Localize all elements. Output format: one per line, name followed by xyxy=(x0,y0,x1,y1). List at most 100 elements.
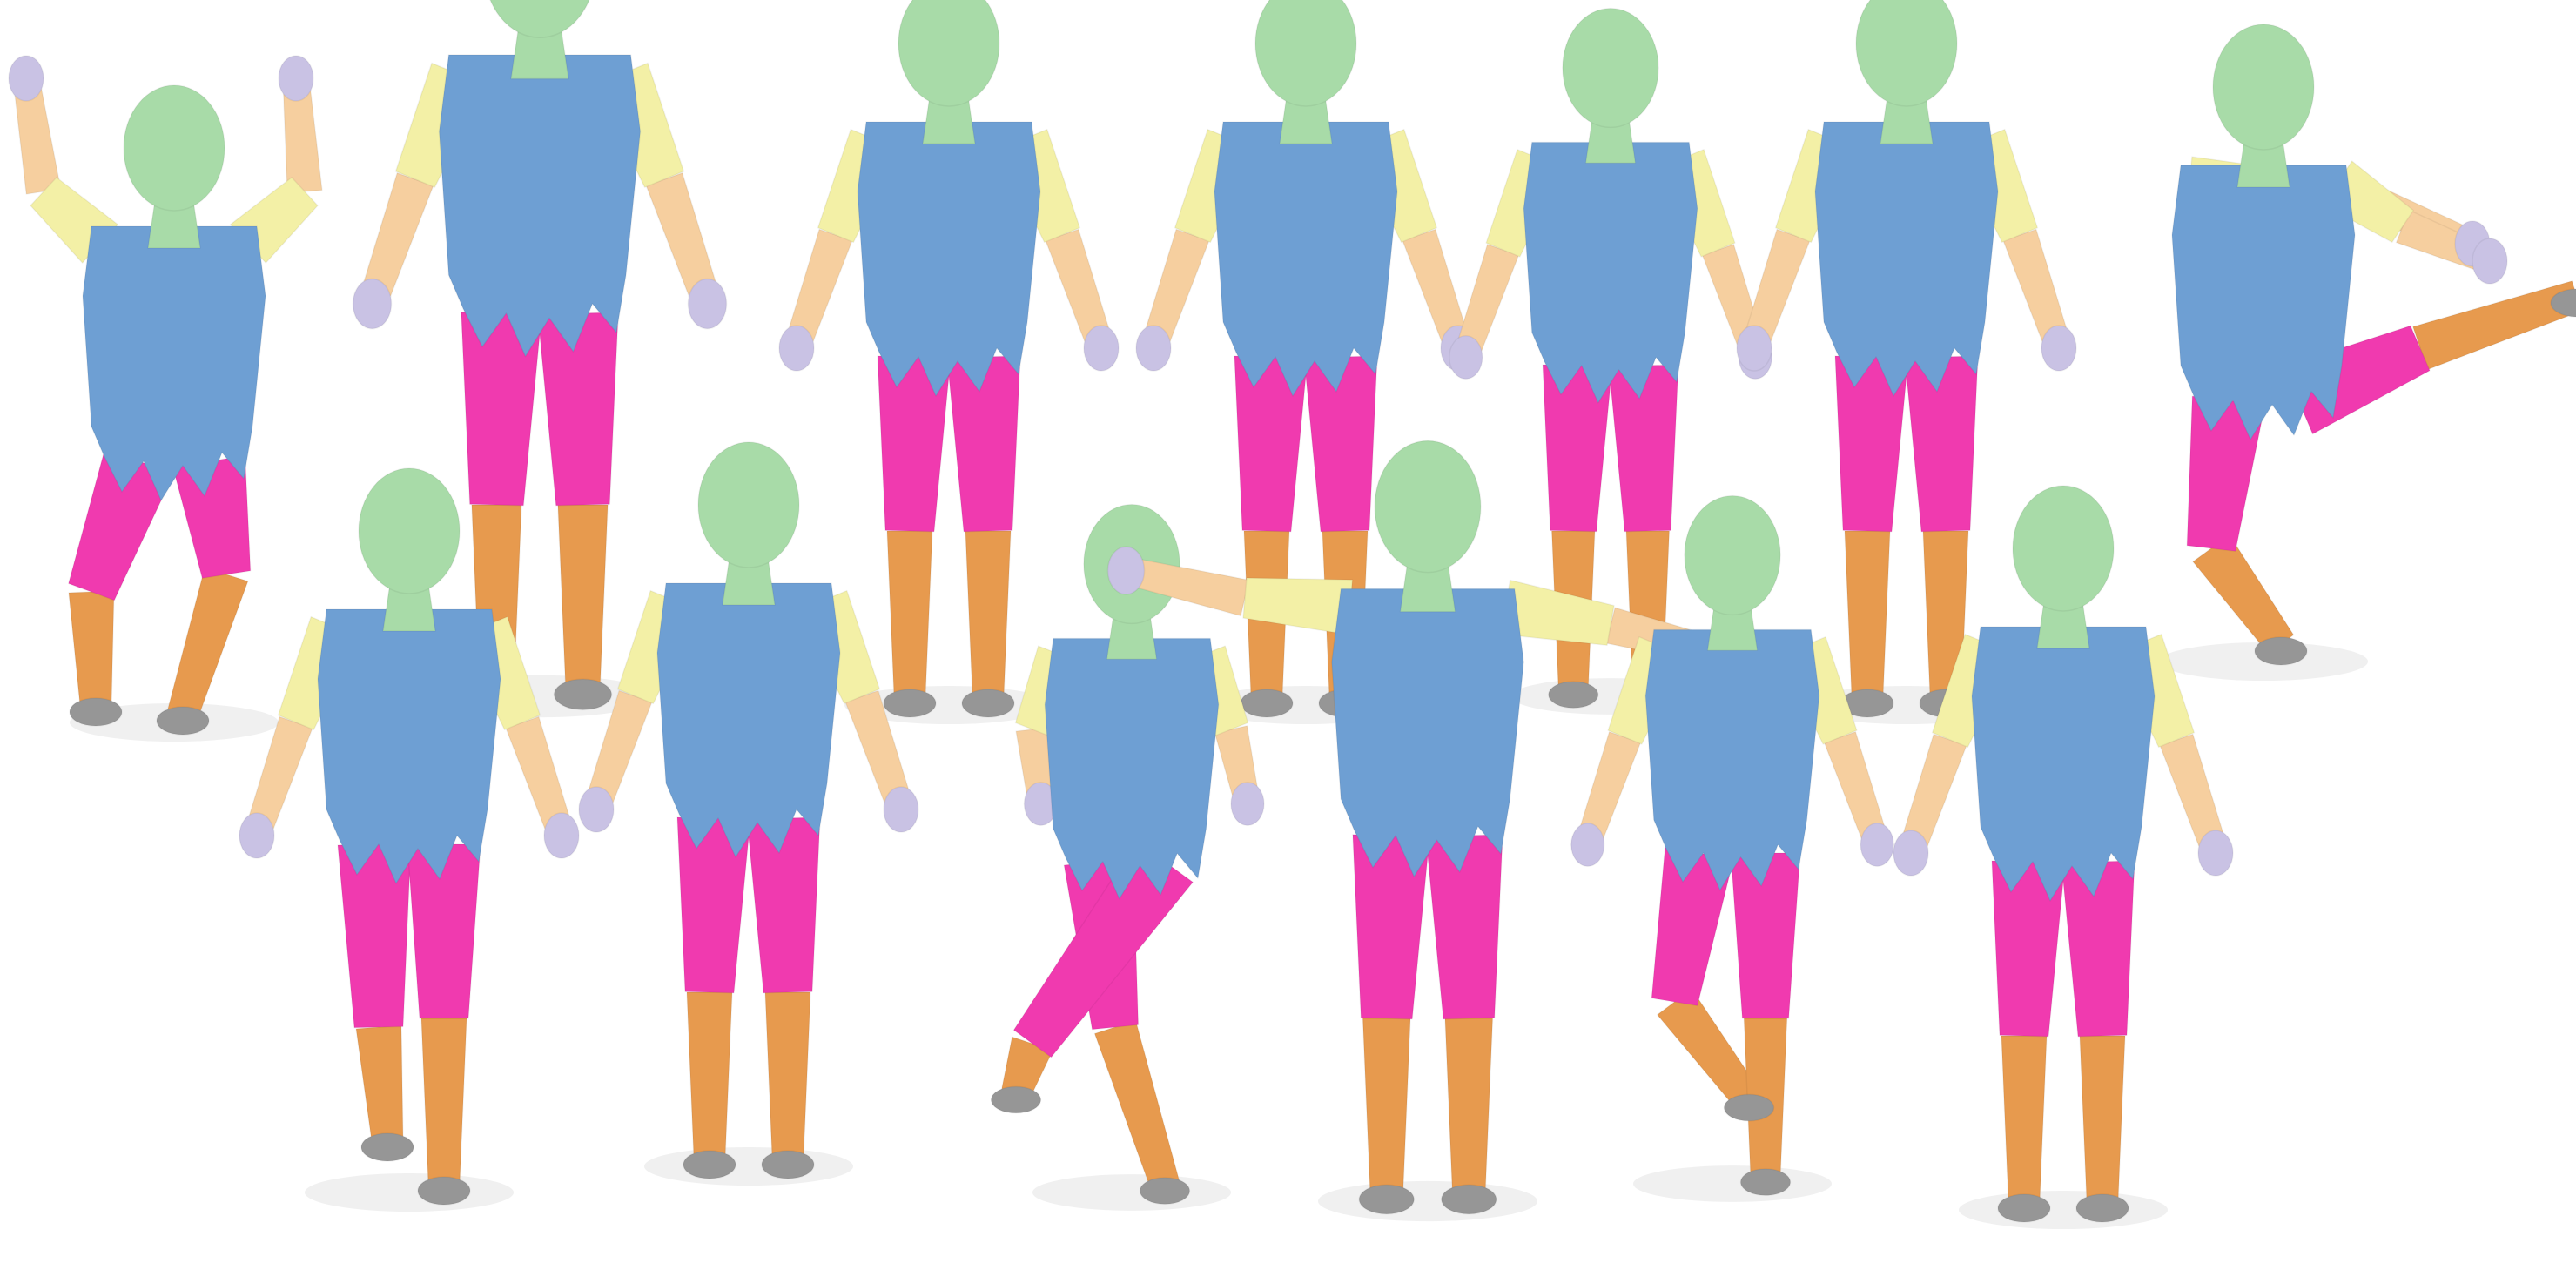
figure-back-row-2 xyxy=(352,0,728,718)
right-shin xyxy=(2412,280,2576,371)
right-thigh xyxy=(1012,840,1194,1058)
left-foot xyxy=(1548,681,1599,709)
left-foot xyxy=(360,1132,414,1162)
right-hand xyxy=(1230,782,1265,826)
ground-shadow xyxy=(1032,1174,1231,1211)
right-thigh xyxy=(407,843,481,1019)
right-hand xyxy=(2472,238,2508,285)
head xyxy=(1374,440,1482,574)
right-thigh xyxy=(2061,860,2135,1038)
head xyxy=(1562,7,1659,129)
left-hand xyxy=(1736,325,1772,372)
right-foot xyxy=(990,1085,1042,1114)
right-thigh xyxy=(172,454,252,580)
right-hand xyxy=(1860,823,1894,867)
right-shin xyxy=(420,1018,467,1185)
right-thigh xyxy=(1730,852,1801,1019)
right-thigh xyxy=(746,816,821,994)
right-thigh xyxy=(1904,355,1979,533)
left-shin xyxy=(886,530,933,697)
right-shin xyxy=(1444,1018,1494,1193)
left-foot xyxy=(1240,689,1294,718)
head xyxy=(1254,0,1357,107)
right-shin xyxy=(2079,1035,2126,1202)
head xyxy=(697,441,800,568)
torso xyxy=(82,225,266,501)
left-hand xyxy=(1893,830,1929,877)
left-foot xyxy=(1139,1177,1191,1206)
left-foot xyxy=(1358,1184,1416,1215)
left-shin xyxy=(2001,1035,2048,1202)
left-hand xyxy=(1570,823,1605,867)
right-thigh xyxy=(946,355,1021,533)
torso xyxy=(317,608,501,884)
right-foot xyxy=(156,706,210,736)
head xyxy=(358,467,461,594)
torso xyxy=(1214,121,1398,397)
head xyxy=(123,84,225,212)
left-foot xyxy=(883,689,937,718)
torso xyxy=(1523,141,1698,404)
figure-front-row-2 xyxy=(578,441,919,1186)
right-foot xyxy=(961,689,1015,718)
figure-front-row-1 xyxy=(239,467,580,1212)
left-hand xyxy=(1449,335,1483,380)
right-shin xyxy=(965,530,1012,697)
right-hand xyxy=(278,55,314,102)
right-shin xyxy=(557,504,609,688)
right-hand xyxy=(2197,830,2234,877)
torso xyxy=(1644,628,1820,891)
ground-shadow xyxy=(1318,1180,1537,1222)
left-hand xyxy=(1135,325,1172,372)
right-foot xyxy=(417,1176,471,1206)
head xyxy=(2212,24,2315,151)
right-thigh xyxy=(1608,364,1679,533)
figures-layer xyxy=(8,0,2576,1229)
right-foot xyxy=(2550,288,2576,318)
left-foot xyxy=(1997,1193,2051,1223)
left-hand xyxy=(352,278,393,330)
right-thigh xyxy=(1425,834,1503,1020)
left-hand xyxy=(578,786,615,833)
figure-back-row-3 xyxy=(778,0,1120,724)
head xyxy=(2012,485,2115,612)
right-foot xyxy=(1739,1168,1792,1197)
figure-front-row-6 xyxy=(1893,485,2234,1229)
left-hand xyxy=(1106,546,1146,595)
head xyxy=(489,0,590,39)
head xyxy=(898,0,1000,107)
left-hand xyxy=(239,812,275,859)
ground-shadow xyxy=(644,1147,853,1186)
left-shin xyxy=(686,991,733,1159)
left-shin xyxy=(1362,1018,1411,1193)
right-foot xyxy=(2075,1193,2129,1223)
figure-front-row-5 xyxy=(1570,494,1894,1202)
figure-back-row-7 xyxy=(2159,24,2576,681)
head xyxy=(1855,0,1958,107)
right-hand xyxy=(2041,325,2077,372)
left-hand xyxy=(8,55,44,102)
left-foot xyxy=(69,697,123,727)
right-foot xyxy=(1440,1184,1497,1215)
figure-back-row-1 xyxy=(8,55,323,742)
left-foot xyxy=(2254,636,2308,666)
torso xyxy=(1814,121,1999,397)
torso xyxy=(1971,626,2156,902)
ground-shadow xyxy=(1959,1191,2168,1229)
torso xyxy=(857,121,1041,397)
torso xyxy=(1330,588,1525,878)
head xyxy=(1684,494,1781,616)
right-foot xyxy=(761,1150,815,1179)
right-thigh xyxy=(1303,355,1378,533)
ground-shadow xyxy=(1633,1165,1832,1202)
left-shin xyxy=(1844,530,1891,697)
right-hand xyxy=(543,812,580,859)
torso xyxy=(438,54,642,358)
ground-shadow xyxy=(2159,642,2368,681)
right-hand xyxy=(883,786,919,833)
right-thigh xyxy=(536,312,620,507)
torso xyxy=(1044,637,1220,900)
right-hand xyxy=(1083,325,1120,372)
right-hand xyxy=(687,278,728,330)
